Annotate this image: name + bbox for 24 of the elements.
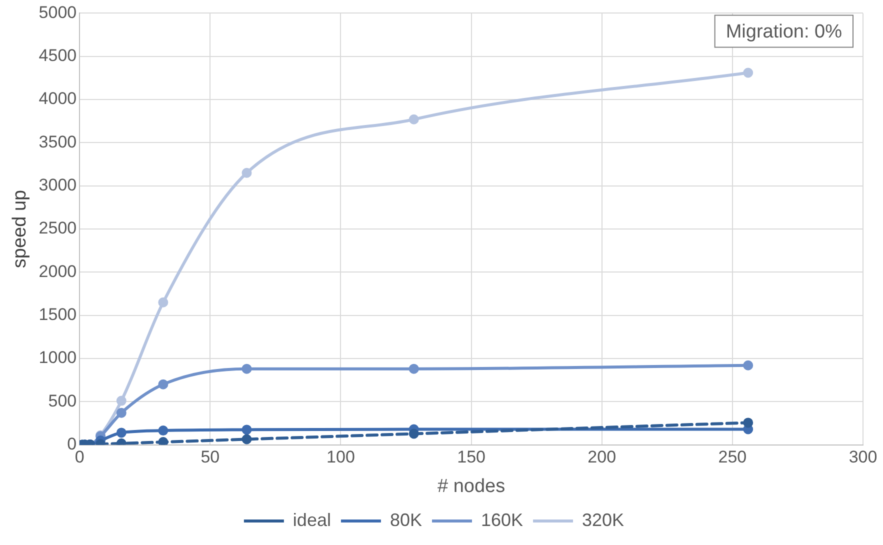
y-tick-label: 5000 xyxy=(38,2,77,22)
x-axis-title: # nodes xyxy=(437,476,506,497)
y-tick-label: 500 xyxy=(48,391,77,410)
y-tick-label: 3500 xyxy=(38,132,77,152)
x-tick-label: 200 xyxy=(588,448,616,467)
y-tick-label: 0 xyxy=(67,434,77,454)
y-tick-label: 3000 xyxy=(38,176,77,195)
x-tick-label: 50 xyxy=(200,448,220,467)
y-tick-label: 4000 xyxy=(38,89,77,108)
y-tick-label: 2000 xyxy=(38,262,77,281)
annotation: Migration: 0% xyxy=(726,21,842,42)
legend-label: 80K xyxy=(390,510,422,530)
legend-label: 160K xyxy=(480,510,524,530)
legend-label: ideal xyxy=(292,510,331,530)
x-tick-label: 100 xyxy=(326,448,355,467)
y-tick-label: 2500 xyxy=(38,218,77,238)
y-tick-label: 1500 xyxy=(38,305,77,324)
y-axis-title: speed up xyxy=(10,190,31,268)
x-tick-label: 150 xyxy=(457,448,486,467)
y-tick-label: 4500 xyxy=(38,46,77,66)
legend-label: 320K xyxy=(582,510,624,530)
y-tick-label: 1000 xyxy=(38,348,77,368)
x-tick-label: 300 xyxy=(848,448,878,467)
x-tick-label: 250 xyxy=(718,448,747,467)
